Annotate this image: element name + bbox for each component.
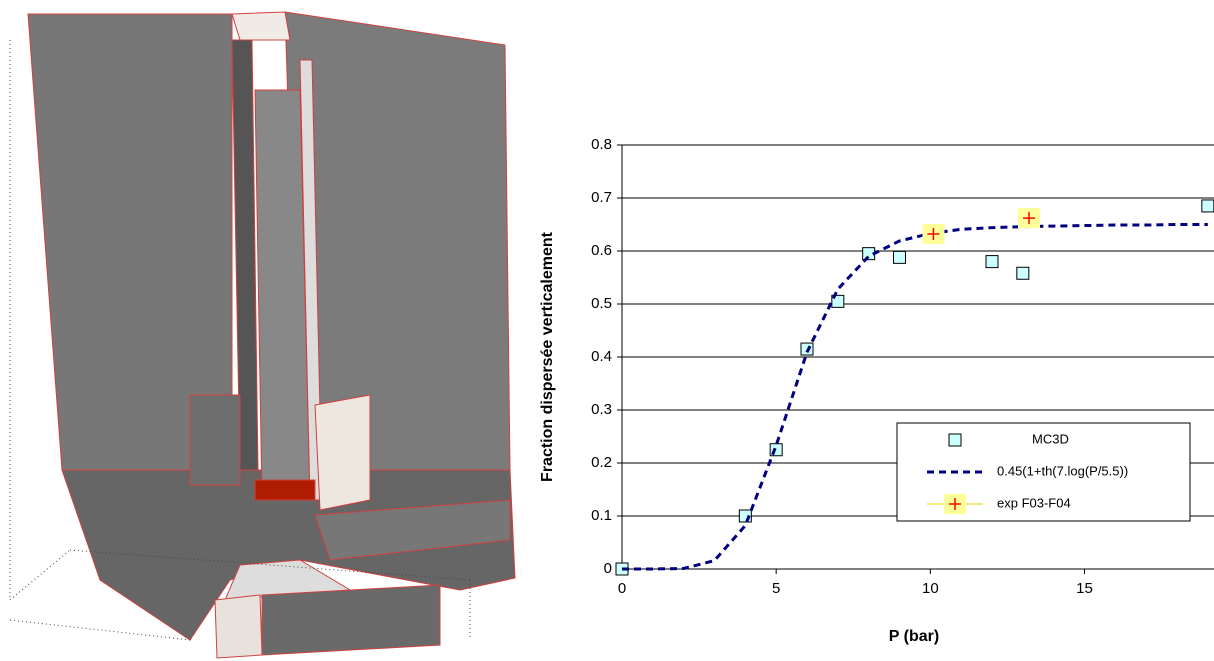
marker: [986, 256, 998, 268]
y-tick-label: 0.1: [591, 507, 612, 524]
render-3d: [28, 12, 515, 658]
y-tick-label: 0.8: [591, 136, 612, 153]
y-tick-label: 0.5: [591, 295, 612, 312]
y-tick-label: 0.2: [591, 454, 612, 471]
y-axis-title: Fraction dispersée verticalement: [539, 231, 556, 482]
x-tick-label: 10: [922, 580, 939, 597]
wire: [10, 620, 190, 640]
figure: P (bar) Fraction dispersée verticalement…: [0, 0, 1214, 661]
marker: [922, 224, 944, 244]
melt: [255, 480, 315, 500]
legend-label: 0.45(1+th(7.log(P/5.5)): [997, 463, 1128, 478]
x-tick-label: 0: [618, 580, 626, 597]
marker: [1202, 200, 1214, 212]
foot: [215, 595, 262, 658]
foot: [262, 585, 440, 655]
marker: [1017, 267, 1029, 279]
y-tick-label: 0.3: [591, 401, 612, 418]
block: [315, 395, 370, 510]
marker: [894, 251, 906, 263]
y-tick-label: 0.4: [591, 348, 612, 365]
marker: [1018, 208, 1040, 228]
block: [190, 395, 240, 485]
x-tick-label: 5: [772, 580, 780, 597]
marker: [944, 494, 966, 514]
y-tick-label: 0: [604, 560, 612, 577]
page: P (bar) Fraction dispersée verticalement…: [0, 0, 1214, 661]
x-tick-label: 15: [1076, 580, 1093, 597]
y-tick-label: 0.6: [591, 242, 612, 259]
x-axis-title: P (bar): [889, 628, 939, 645]
slot-top: [232, 12, 290, 40]
marker: [949, 434, 961, 446]
legend-label: exp F03-F04: [997, 495, 1071, 510]
wire: [10, 550, 70, 600]
y-tick-label: 0.7: [591, 189, 612, 206]
legend-label: MC3D: [1032, 431, 1069, 446]
